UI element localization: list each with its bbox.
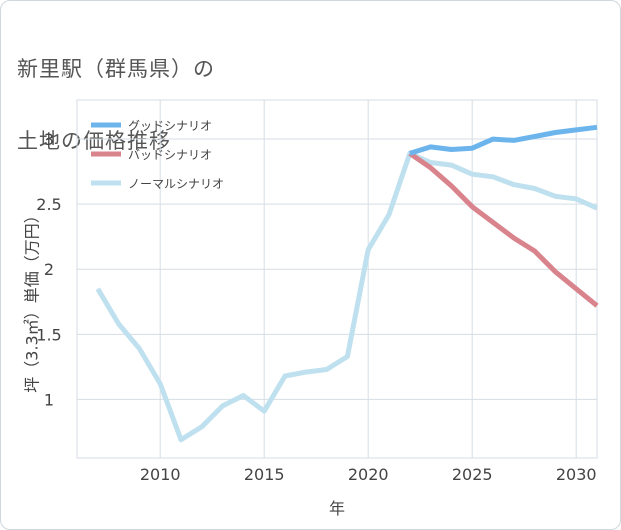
grid <box>76 99 598 459</box>
x-tick-label: 2030 <box>556 465 597 484</box>
x-tick-label: 2015 <box>244 465 285 484</box>
series-line-good <box>409 124 598 156</box>
y-tick-label: 2 <box>44 260 54 279</box>
x-tick-label: 2025 <box>452 465 493 484</box>
x-axis-title: 年 <box>329 499 345 518</box>
y-tick-label: 1 <box>44 390 54 409</box>
series-line-bad <box>408 151 599 308</box>
legend-label-normal: ノーマルシナリオ <box>128 177 224 191</box>
series-line-normal <box>95 150 599 443</box>
x-tick-label: 2020 <box>348 465 389 484</box>
series-lines <box>95 124 599 443</box>
x-tick-label: 2010 <box>140 465 181 484</box>
chart-title: 新里駅（群馬県）の 土地の価格推移 <box>17 15 215 195</box>
y-axis-title: 坪（3.3㎡）単価（万円） <box>23 207 42 392</box>
tick-labels: 2010 2015 2020 2025 2030 1 1.5 2 2.5 3 <box>36 130 596 484</box>
y-tick-label: 1.5 <box>36 325 61 344</box>
y-tick-label: 2.5 <box>36 195 61 214</box>
plot-area-border <box>76 99 598 459</box>
chart-title-line-2: 土地の価格推移 <box>17 129 171 153</box>
chart-title-line-1: 新里駅（群馬県）の <box>17 57 215 81</box>
legend-label-bad: バッドシナリオ <box>128 148 212 162</box>
legend-label-good: グッドシナリオ <box>128 119 212 133</box>
y-tick-label: 3 <box>44 130 54 149</box>
